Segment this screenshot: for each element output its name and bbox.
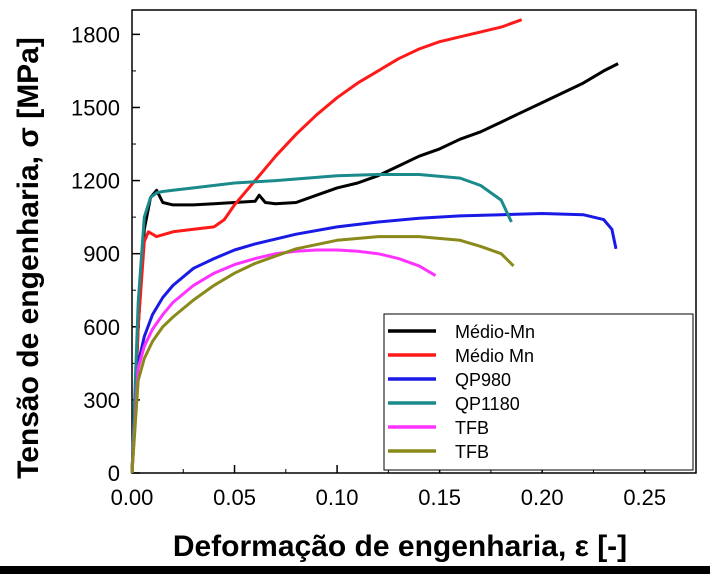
x-tick-label: 0.10: [316, 485, 359, 510]
series-line-5: [130, 248, 437, 474]
series-lines: [130, 18, 619, 474]
bottom-border: [0, 566, 710, 574]
y-axis: 0 300 600 900 1200 1500 1800: [71, 22, 140, 486]
x-axis: 0.00 0.05 0.10 0.15 0.20 0.25: [111, 465, 666, 510]
series-line-1: [130, 62, 619, 474]
legend-label-1: Médio-Mn: [455, 322, 535, 342]
series-line-4: [130, 173, 513, 474]
series-line-2: [130, 18, 523, 474]
plot-frame: [131, 9, 697, 474]
legend-label-4: QP1180: [455, 394, 520, 414]
y-tick-label: 1200: [71, 169, 120, 194]
x-tick-label: 0.00: [111, 485, 154, 510]
y-tick-label: 300: [83, 388, 120, 413]
x-tick-label: 0.20: [521, 485, 564, 510]
series-line-6: [130, 235, 515, 474]
legend-label-2: Médio Mn: [455, 346, 534, 366]
y-tick-label: 600: [83, 315, 120, 340]
x-axis-label: Deformação de engenharia, ε [-]: [173, 530, 627, 563]
legend-label-3: QP980: [455, 370, 511, 390]
legend-label-6: TFB: [455, 442, 489, 462]
y-tick-label: 0: [108, 461, 120, 486]
series-line-3: [130, 212, 618, 474]
legend-label-5: TFB: [455, 418, 489, 438]
x-tick-label: 0.25: [623, 485, 666, 510]
y-tick-label: 1500: [71, 95, 120, 120]
legend: Médio-Mn Médio Mn QP980 QP1180 TFB TFB: [383, 313, 694, 471]
x-tick-label: 0.05: [213, 485, 256, 510]
y-tick-label: 900: [83, 242, 120, 267]
legend-box: [383, 313, 694, 471]
y-tick-label: 1800: [71, 22, 120, 47]
x-tick-label: 0.15: [418, 485, 461, 510]
y-axis-label: Tensão de engenharia, σ [MPa]: [12, 37, 45, 479]
